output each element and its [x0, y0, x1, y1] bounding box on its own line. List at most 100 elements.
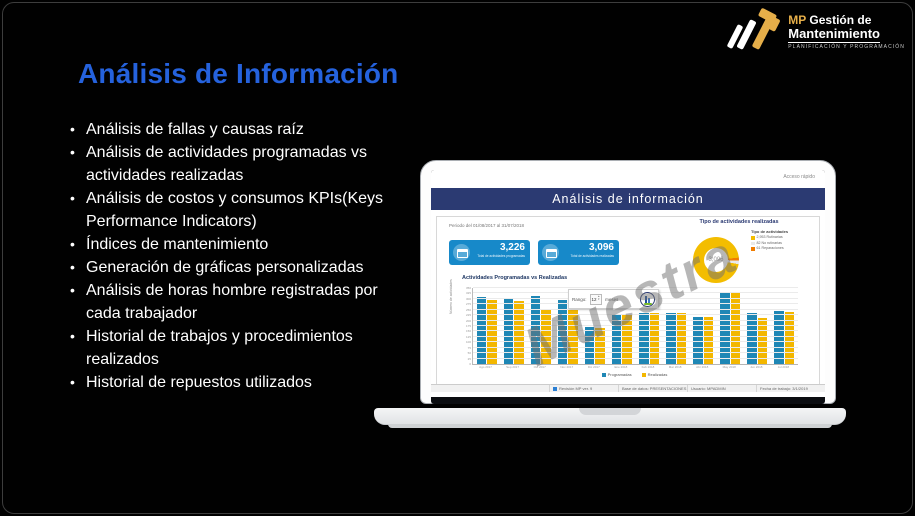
- y-axis-tick: 225: [465, 313, 471, 318]
- bullet-item: Análisis de actividades programadas vs a…: [68, 141, 392, 187]
- kpi-card-realizadas: 3,096 Total de actividades realizadas: [538, 240, 619, 265]
- bar-programadas: [530, 295, 541, 364]
- laptop-notch: [579, 408, 641, 415]
- x-axis-label: Ago 2017: [479, 365, 492, 369]
- spinner-arrows-icon: ▲ ▼: [597, 295, 601, 301]
- bar-programadas: [584, 327, 595, 364]
- calendar-icon: [453, 244, 470, 261]
- bullet-item: Generación de gráficas personalizadas: [68, 256, 392, 279]
- y-axis-tick: 250: [465, 307, 471, 312]
- bar-chart-title: Actividades Programadas vs Realizadas: [462, 275, 568, 281]
- bullet-item: Historial de repuestos utilizados: [68, 371, 392, 394]
- bullet-item: Análisis de horas hombre registradas por…: [68, 279, 392, 325]
- x-axis-label: Mar 2018: [668, 365, 682, 369]
- quick-access-link: Acceso rápido: [783, 174, 815, 180]
- bar-realizadas: [676, 312, 687, 364]
- bar-chart-plot: Número de actividades 0 25 50 75 100 125 150 17…: [449, 279, 798, 366]
- donut-center-value: 3,096: [704, 248, 728, 272]
- period-label: Periodo del 01/08/2017 al 31/07/2018: [449, 223, 525, 228]
- bullet-item: Historial de trabajos y procedimientos r…: [68, 325, 392, 371]
- bar-chart-legend: Programadas Realizadas: [472, 372, 797, 377]
- donut-legend: Tipo de actividades 2,953 Rutinarias 82 N…: [751, 229, 799, 252]
- bar-realizadas: [514, 301, 524, 364]
- range-spinner: 12 ▲ ▼: [589, 293, 603, 305]
- mp-logo-icon: [726, 7, 782, 56]
- bar-programadas: [557, 299, 568, 364]
- bar-chart-ylabel: Número de actividades: [449, 279, 453, 314]
- mp-app-logo-icon: [640, 291, 655, 307]
- bullet-item: Análisis de fallas y causas raíz: [68, 118, 392, 141]
- brand-mp: MP: [788, 12, 807, 27]
- bar-realizadas: [622, 314, 632, 364]
- app-header-title: Análisis de información: [431, 188, 825, 210]
- bar-programadas: [476, 296, 487, 364]
- app-dashboard: Acceso rápido Análisis de información Pe…: [431, 170, 825, 397]
- y-axis-tick: 325: [465, 291, 471, 296]
- bar-group: [584, 288, 605, 364]
- donut-chart: 3,096: [693, 237, 739, 283]
- y-axis-tick: 300: [465, 296, 471, 301]
- legend-item: Programadas: [601, 372, 632, 377]
- x-axis-label: Abr 2018: [696, 365, 709, 369]
- x-axis-label: Oct 2017: [533, 365, 546, 369]
- range-value: 12: [591, 296, 597, 302]
- x-axis-label: Nov 2017: [560, 365, 574, 369]
- status-revision: Revisión MP ver. 9: [559, 386, 593, 391]
- status-database: Base de datos: PRESENTACIONES: [622, 386, 687, 391]
- bar-programadas: [666, 312, 676, 364]
- bar-realizadas: [487, 299, 497, 364]
- bar-group: [530, 288, 551, 364]
- bar-programadas: [611, 314, 622, 364]
- bar-group: [557, 288, 578, 364]
- y-axis-tick: 0: [469, 362, 471, 366]
- bar-programadas: [639, 312, 649, 364]
- bullet-item: Análisis de costos y consumos KPIs(Keys …: [68, 187, 392, 233]
- checklist-icon: [542, 244, 559, 261]
- donut-legend-items: 2,953 Rutinarias 82 No rutinarias 61 Repar…: [751, 235, 799, 252]
- y-axis-tick: 150: [465, 329, 471, 334]
- legend-item: Realizadas: [641, 372, 667, 377]
- x-axis-label: Feb 2018: [641, 365, 655, 369]
- bar-group: [666, 288, 687, 364]
- x-axis-label: Jul 2018: [777, 365, 790, 369]
- bar-programadas: [693, 317, 703, 364]
- bar-group: [774, 288, 795, 364]
- brand-logo-text: MP Gestión de Mantenimiento PLANIFICACIÓ…: [788, 12, 905, 51]
- brand-tagline: PLANIFICACIÓN Y PROGRAMACIÓN: [788, 44, 905, 51]
- bar-group: [476, 288, 497, 364]
- donut-legend-item: 82 No rutinarias: [751, 241, 799, 247]
- bar-group: [693, 288, 714, 364]
- bar-group: [639, 288, 659, 364]
- status-user: Usuario: MPADMIN: [691, 386, 726, 391]
- x-axis-label: Ene 2018: [614, 365, 628, 369]
- kpi-label: Total de actividades programadas: [477, 254, 525, 258]
- kpi-label: Total de actividades realizadas: [570, 254, 614, 258]
- kpi-value: 3,226: [499, 242, 525, 253]
- laptop-mockup: Acceso rápido Análisis de información Pe…: [374, 160, 846, 432]
- bar-programadas: [747, 312, 757, 364]
- donut-legend-title: Tipo de actividades: [751, 229, 789, 234]
- bar-group: [747, 288, 768, 364]
- x-axis-label: Sep 2017: [506, 365, 520, 369]
- laptop-display: Acceso rápido Análisis de información Pe…: [431, 170, 825, 404]
- y-axis-tick: 350: [465, 286, 471, 290]
- range-label: Rango:: [572, 296, 587, 302]
- brand-logo: MP Gestión de Mantenimiento PLANIFICACIÓ…: [726, 7, 905, 56]
- bullet-list: Análisis de fallas y causas raízAnálisis…: [68, 118, 392, 394]
- bar-programadas: [774, 310, 784, 364]
- donut-legend-item: 2,953 Rutinarias: [751, 235, 799, 241]
- kpi-card-programadas: 3,226 Total de actividades programadas: [449, 240, 530, 265]
- y-axis-tick: 75: [467, 345, 471, 350]
- app-body: Periodo del 01/08/2017 al 31/07/2018 3,2…: [436, 216, 820, 386]
- laptop-screen-frame: Acceso rápido Análisis de información Pe…: [420, 160, 836, 404]
- page-title: Análisis de Información: [78, 58, 399, 89]
- kpi-value: 3,096: [588, 242, 614, 253]
- x-axis-label: Jun 2018: [750, 365, 763, 369]
- range-unit: meses: [605, 296, 619, 302]
- range-control: Rango: 12 ▲ ▼ meses: [568, 289, 659, 309]
- bar-realizadas: [784, 311, 795, 364]
- y-axis-tick: 125: [465, 334, 471, 339]
- bar-group: [720, 288, 741, 364]
- bar-realizadas: [703, 317, 714, 364]
